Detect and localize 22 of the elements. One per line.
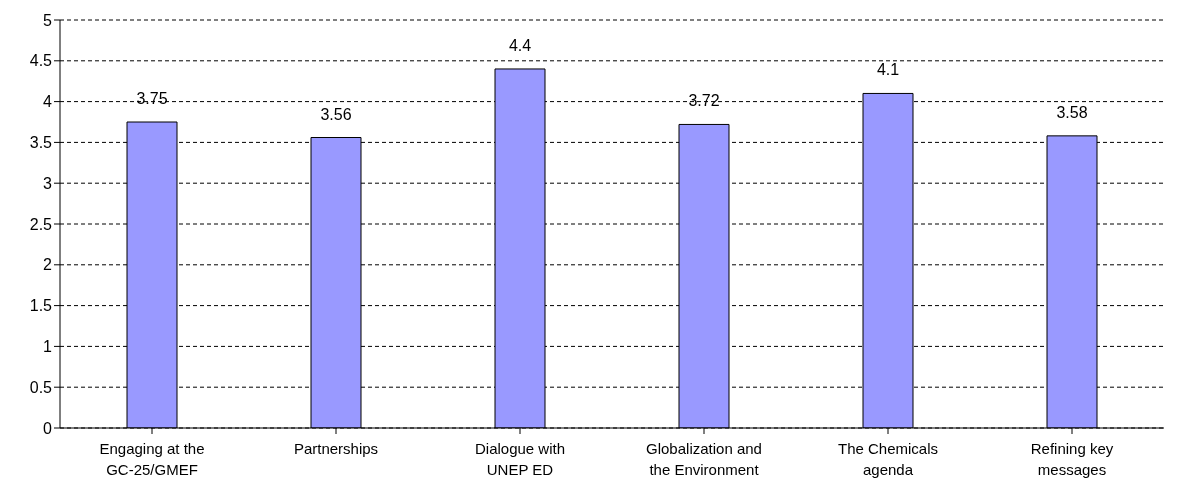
y-tick-label: 4.5 (29, 52, 53, 70)
y-tick-label: 0.5 (29, 378, 53, 396)
y-tick-label: 3.5 (29, 134, 53, 152)
y-tick-label: 1.5 (29, 297, 53, 315)
x-tick-label: Partnerships (293, 440, 379, 457)
y-tick-label: 4 (43, 93, 53, 111)
y-tick-label: 2.5 (29, 215, 53, 233)
data-label: 3.72 (688, 92, 720, 110)
x-tick-label: The Chemicals agenda (837, 440, 939, 478)
y-tick-label: 2 (43, 256, 53, 274)
x-tick-label: Refining key messages (1030, 440, 1114, 478)
data-label: 4.1 (876, 61, 900, 79)
data-label: 3.58 (1056, 103, 1088, 121)
y-tick-label: 3 (43, 174, 53, 192)
data-label: 4.4 (508, 36, 532, 54)
y-tick-label: 1 (43, 338, 53, 356)
x-tick-label: Globalization and the Environment (646, 440, 762, 478)
data-label: 3.56 (320, 105, 352, 123)
x-tick-label: Engaging at the GC-25/GMEF (99, 440, 205, 478)
y-tick-label: 5 (43, 11, 53, 29)
y-tick-label: 0 (43, 419, 53, 437)
x-tick-label: Dialogue with UNEP ED (474, 440, 566, 478)
